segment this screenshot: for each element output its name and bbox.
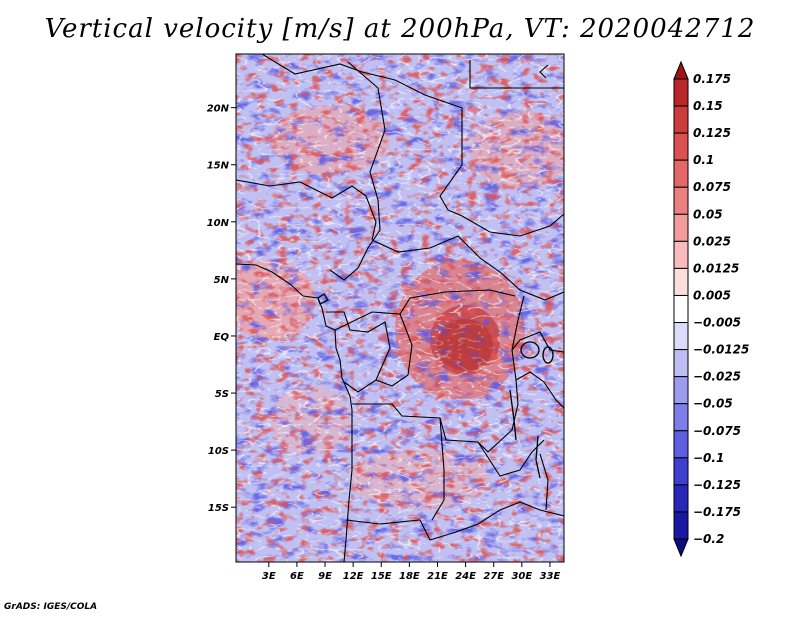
border-uganda-kenya	[511, 331, 564, 353]
colorbar-bin	[673, 105, 689, 134]
country-borders	[236, 54, 564, 562]
border-egypt-libya	[469, 60, 564, 89]
x-tick-label: 9E	[318, 571, 332, 582]
colorbar-label: 0.175	[693, 72, 731, 86]
border-zambia-west	[431, 417, 445, 521]
colorbar-label: −0.05	[693, 397, 733, 411]
lake-turkana-region	[542, 346, 554, 364]
x-tick-label: 15E	[371, 571, 392, 582]
border-car-sudan	[371, 235, 564, 301]
x-tick-label: 18E	[399, 571, 420, 582]
colorbar-max-triangle	[673, 60, 689, 80]
colorbar-label: −0.1	[693, 451, 724, 465]
colorbar-label: 0.05	[693, 207, 723, 221]
x-tick-label: 3E	[262, 571, 276, 582]
colorbar-label: −0.125	[693, 478, 741, 492]
coastline-nile-delta	[539, 64, 549, 79]
x-axis: 3E 6E 9E 12E 15E 18E 21E 24E 27E 30E 33E	[262, 562, 561, 582]
colorbar-bin	[673, 78, 689, 107]
grads-credit: GrADS: IGES/COLA	[4, 602, 98, 612]
y-tick-label: EQ	[214, 332, 230, 343]
x-tick-label: 21E	[427, 571, 448, 582]
x-tick-label: 33E	[540, 571, 561, 582]
y-tick-label: 15S	[208, 503, 229, 514]
y-tick-label: 10N	[207, 218, 230, 229]
border-sahel	[236, 179, 377, 241]
border-drc-west	[375, 313, 413, 387]
colorbar-label: −0.0125	[693, 343, 749, 357]
colorbar-bin	[673, 322, 689, 351]
contour-lines	[236, 54, 564, 562]
y-tick-label: 5S	[215, 389, 229, 400]
colorbar-label: 0.005	[693, 288, 731, 302]
chart-title: Vertical velocity [m/s] at 200hPa, VT: 2…	[44, 14, 756, 44]
vertical-velocity-field	[236, 54, 564, 562]
colorbar-bin	[673, 349, 689, 378]
colorbar-label: 0.0125	[693, 261, 739, 275]
border-north	[261, 54, 564, 237]
colorbar-bin	[673, 159, 689, 188]
colorbar-bin	[673, 240, 689, 269]
colorbar-bin	[673, 403, 689, 432]
x-tick-label: 6E	[290, 571, 304, 582]
border-chad-niger	[329, 61, 386, 281]
colorbar-bin	[673, 430, 689, 459]
bioko-island	[317, 293, 329, 305]
y-axis: 20N 15N 10N 5N EQ 5S 10S 15S	[207, 104, 236, 514]
lake-victoria	[520, 341, 540, 359]
colorbar-bin	[673, 294, 689, 324]
colorbar-label: 0.075	[693, 180, 731, 194]
lakes	[317, 293, 554, 479]
border-zambia-malawi	[477, 439, 545, 477]
colorbar-label: 0.025	[693, 234, 731, 248]
x-tick-label: 30E	[511, 571, 532, 582]
colorbar-bin	[673, 511, 689, 540]
border-namibia-botswana	[345, 501, 564, 541]
colorbar-label: −0.025	[693, 370, 741, 384]
colorbar-label: −0.005	[693, 316, 741, 330]
colorbar-bin	[673, 376, 689, 405]
colorbar-bin	[673, 186, 689, 215]
y-tick-label: 15N	[207, 161, 230, 172]
colorbar-min-triangle	[673, 538, 689, 558]
y-tick-label: 5N	[214, 275, 230, 286]
colorbar-label: −0.2	[693, 532, 724, 546]
border-tanzania	[515, 371, 564, 409]
colorbar: 0.175 0.15 0.125 0.1 0.075 0.05 0.025 0.0125 0.0…	[673, 60, 749, 558]
colorbar-label: 0.15	[693, 99, 723, 113]
border-mozambique	[539, 453, 549, 511]
y-tick-label: 20N	[207, 104, 230, 115]
y-tick-label: 10S	[208, 446, 229, 457]
colorbar-label: −0.075	[693, 424, 741, 438]
border-lake-albert	[511, 295, 525, 351]
colorbar-bin	[673, 457, 689, 486]
colorbar-bin	[673, 213, 689, 242]
red-core-overlay	[437, 319, 493, 371]
lake-malawi	[535, 435, 541, 479]
border-congo-north	[334, 289, 516, 331]
colorbar-label: −0.175	[693, 505, 741, 519]
colorbar-bin	[673, 132, 689, 161]
coastline-west	[236, 263, 353, 562]
colorbar-bin	[673, 267, 689, 296]
colorbar-bin	[673, 484, 689, 513]
colorbar-label: 0.1	[693, 153, 714, 167]
x-tick-label: 27E	[483, 571, 504, 582]
border-gabon-congo	[326, 311, 391, 393]
x-tick-label: 24E	[455, 571, 476, 582]
map-frame	[235, 53, 565, 563]
x-tick-label: 12E	[343, 571, 364, 582]
lake-tanganyika	[509, 389, 517, 441]
colorbar-label: 0.125	[693, 126, 731, 140]
